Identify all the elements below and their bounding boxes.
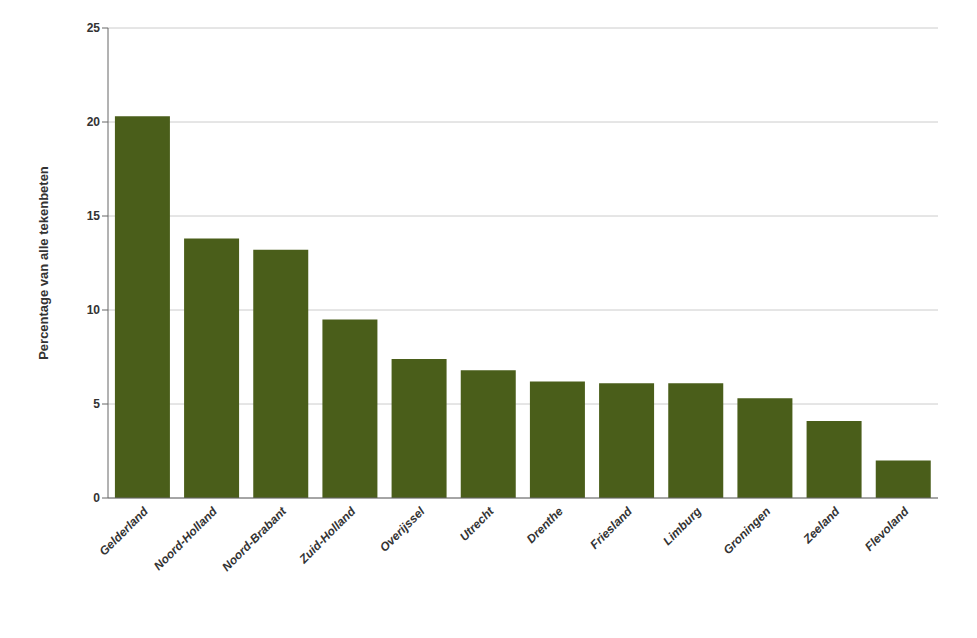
svg-text:0: 0 bbox=[93, 491, 100, 505]
svg-text:Groningen: Groningen bbox=[720, 504, 773, 557]
svg-text:Zuid-Holland: Zuid-Holland bbox=[296, 504, 359, 567]
svg-text:Noord-Holland: Noord-Holland bbox=[151, 504, 220, 573]
svg-text:5: 5 bbox=[93, 397, 100, 411]
svg-text:Friesland: Friesland bbox=[587, 504, 635, 552]
svg-text:15: 15 bbox=[87, 209, 101, 223]
svg-text:Overijssel: Overijssel bbox=[377, 504, 428, 555]
svg-text:20: 20 bbox=[87, 115, 101, 129]
svg-text:Noord-Brabant: Noord-Brabant bbox=[219, 504, 289, 574]
svg-text:Gelderland: Gelderland bbox=[97, 504, 152, 559]
svg-text:Utrecht: Utrecht bbox=[457, 504, 497, 544]
svg-text:Flevoland: Flevoland bbox=[862, 504, 912, 554]
svg-text:Drenthe: Drenthe bbox=[524, 504, 566, 546]
svg-text:Percentage van alle tekenbeten: Percentage van alle tekenbeten bbox=[36, 166, 51, 360]
svg-text:Limburg: Limburg bbox=[660, 504, 704, 548]
svg-text:10: 10 bbox=[87, 303, 101, 317]
svg-text:25: 25 bbox=[87, 21, 101, 35]
svg-text:Zeeland: Zeeland bbox=[800, 504, 843, 547]
